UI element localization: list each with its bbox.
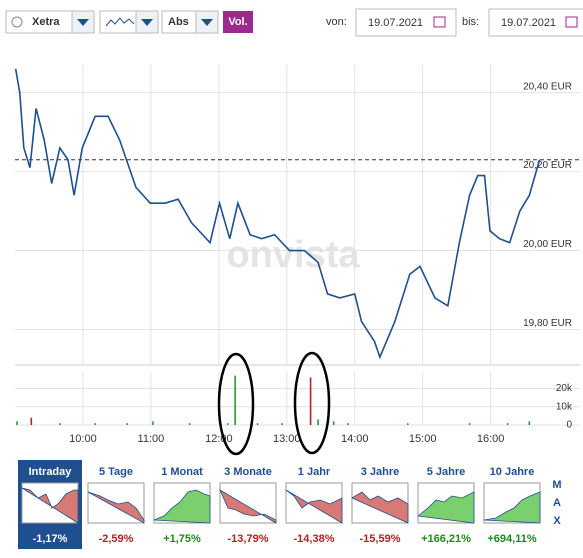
volume-bar [528, 421, 531, 425]
period-tab[interactable]: 10 Jahre +694,11% [483, 466, 541, 545]
volume-bar [30, 417, 33, 425]
x-tick-label: 12:00 [205, 433, 233, 445]
calendar-icon[interactable] [433, 16, 446, 28]
period-tab[interactable]: 1 Monat +1,75% [153, 466, 211, 545]
thumb-area [153, 489, 211, 524]
tab-change: -2,59% [99, 533, 134, 545]
tab-change: +166,21% [421, 533, 471, 545]
y-tick-label: 19,80 EUR [523, 318, 572, 329]
from-label: von: [326, 16, 347, 28]
x-tick-label: 16:00 [477, 433, 505, 445]
thumb-area [417, 491, 475, 524]
volume: Vol. [228, 16, 247, 28]
x-tick-label: 10:00 [69, 433, 97, 445]
volume-bar [406, 423, 409, 425]
x-tick-label: 14:00 [341, 433, 369, 445]
period-tab[interactable]: 5 Jahre +166,21% [417, 466, 475, 545]
highlight-ellipse [217, 352, 255, 456]
tab-label: 10 Jahre [490, 466, 535, 478]
y-tick-label: 20,40 EUR [523, 81, 572, 92]
volume-bar [126, 423, 128, 425]
to-date: 19.07.2021 [501, 17, 556, 29]
volume-bar [16, 421, 18, 425]
price-line [14, 68, 541, 360]
tab-change: -15,59% [360, 533, 401, 545]
tab-label: 5 Tage [99, 466, 133, 478]
period-tab[interactable]: 5 Tage -2,59% [87, 466, 145, 545]
tab-change: +1,75% [163, 533, 201, 545]
volume-bar [256, 423, 259, 425]
tab-change: -14,38% [294, 533, 335, 545]
tab-change: +694,11% [487, 533, 536, 545]
volume-bar [188, 423, 191, 425]
from-input[interactable] [355, 8, 457, 37]
thumb-area [21, 487, 79, 524]
icon [11, 16, 23, 28]
tab-label: 1 Jahr [298, 466, 331, 478]
tab-label: 3 Monate [224, 466, 272, 478]
scale: Abs [168, 16, 189, 28]
tab-label: 1 Monat [161, 466, 203, 478]
thumb-area [483, 491, 541, 524]
tab-label: 5 Jahre [427, 466, 466, 478]
tab-change: -13,79% [228, 533, 269, 545]
volume-bar [152, 421, 154, 425]
x-tick-label: 11:00 [138, 433, 165, 445]
y-tick-label: 0 [566, 420, 572, 431]
exchange: Xetra [32, 16, 60, 28]
thumb-area [351, 491, 409, 524]
y-tick-label: 20k [556, 383, 573, 394]
thumb-area [87, 491, 145, 524]
volume-bar [234, 375, 236, 425]
volume-bar [226, 423, 229, 425]
volume-bar [506, 423, 509, 425]
highlight-ellipse [293, 351, 331, 455]
period-tab[interactable]: 3 Monate -13,79% [219, 466, 277, 545]
volume-bar [468, 423, 471, 425]
icon [105, 17, 135, 27]
volume-bar [281, 423, 283, 425]
calendar-icon[interactable] [565, 16, 578, 28]
watermark: onvista [226, 234, 360, 276]
to-label: bis: [462, 16, 479, 28]
y-tick-label: 20,00 EUR [523, 239, 572, 250]
from-date: 19.07.2021 [368, 17, 423, 29]
period-tab[interactable]: 1 Jahr -14,38% [285, 466, 343, 545]
arrow [77, 19, 89, 26]
arrow [141, 19, 153, 26]
arrow [201, 19, 213, 26]
x-tick-label: 15:00 [409, 433, 437, 445]
volume-button[interactable] [223, 11, 253, 33]
tab-label: Intraday [29, 466, 73, 478]
volume-bar [309, 377, 312, 425]
volume-bar [59, 423, 61, 425]
y-tick-label: 20,20 EUR [523, 160, 572, 171]
max-letter[interactable]: M [552, 479, 561, 491]
tab-label: 3 Jahre [361, 466, 400, 478]
x-tick-label: 13:00 [273, 433, 301, 445]
volume-bar [317, 419, 319, 425]
period-tab[interactable]: 3 Jahre -15,59% [351, 466, 409, 545]
thumb-area [219, 489, 277, 524]
volume-bar [94, 423, 96, 425]
volume-bar [332, 421, 335, 425]
thumb-area [285, 489, 343, 524]
tab-change: -1,17% [33, 533, 68, 545]
y-tick-label: 10k [556, 401, 573, 412]
volume-bar [347, 423, 349, 425]
period-tab[interactable]: Intraday -1,17% [18, 460, 82, 549]
max-letter[interactable]: X [553, 515, 561, 527]
max-letter[interactable]: A [553, 497, 561, 509]
to-input[interactable] [488, 8, 583, 37]
